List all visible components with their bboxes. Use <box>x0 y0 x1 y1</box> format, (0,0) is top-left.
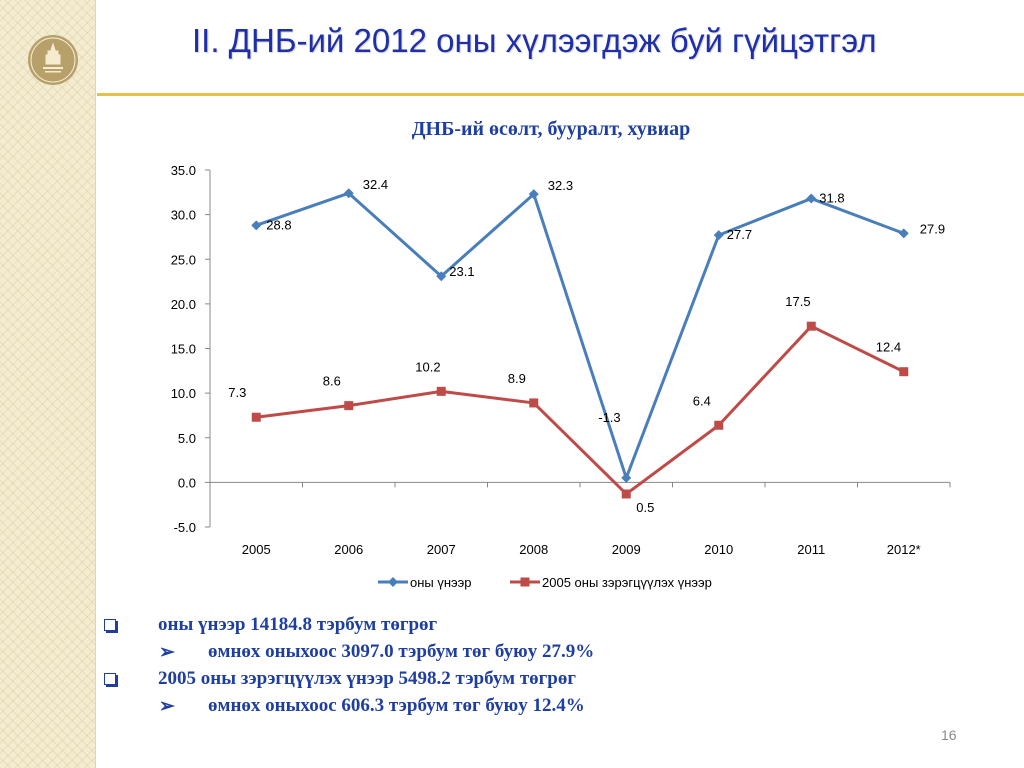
data-point <box>899 367 909 377</box>
data-point <box>806 321 816 331</box>
x-tick-label: 2010 <box>704 542 733 557</box>
data-label: 32.3 <box>548 178 573 193</box>
x-tick-label: 2009 <box>612 542 641 557</box>
data-point <box>621 489 631 499</box>
y-tick-label: 25.0 <box>171 252 196 267</box>
data-label: 28.8 <box>266 217 291 232</box>
data-label: 32.4 <box>363 177 388 192</box>
data-label: 0.5 <box>636 500 654 515</box>
data-label: 23.1 <box>449 264 474 279</box>
data-point <box>898 228 909 239</box>
data-point <box>529 398 539 408</box>
data-point <box>621 472 632 483</box>
gdp-line-chart: 35.0 30.0 25.0 20.0 15.0 10.0 5.0 0.0 -5.0 2005 20… <box>171 163 951 590</box>
statistics-logo <box>28 35 78 85</box>
legend-swatch-marker <box>520 577 530 587</box>
legend-label: 2005 оны зэрэгцүүлэх үнээр <box>542 575 712 590</box>
data-point <box>714 420 724 430</box>
legend-swatch-marker <box>388 577 398 587</box>
y-tick-label: 35.0 <box>171 163 196 178</box>
x-tick-label: 2007 <box>427 542 456 557</box>
y-tick-label: 10.0 <box>171 386 196 401</box>
data-label: 17.5 <box>785 294 810 309</box>
data-point <box>528 189 539 200</box>
title-underline <box>97 93 1024 96</box>
data-point <box>343 188 354 199</box>
bullet-text: өмнөх оныхоос 3097.0 тэрбум төг буюу 27.… <box>208 641 595 662</box>
x-tick-label: 2008 <box>519 542 548 557</box>
x-tick-label: 2012* <box>887 542 921 557</box>
data-point <box>436 271 447 282</box>
page-number: 16 <box>941 727 957 743</box>
y-tick-label: 15.0 <box>171 342 196 357</box>
data-label: 31.8 <box>819 191 844 206</box>
data-point <box>806 193 817 204</box>
checkbox-bullet-icon <box>104 668 116 691</box>
data-label: 8.6 <box>323 374 341 389</box>
series-line <box>256 324 905 496</box>
side-decor-panel <box>0 0 96 768</box>
data-label: 10.2 <box>415 359 440 374</box>
chart-title: ДНБ-ий өсөлт, бууралт, хувиар <box>411 118 691 140</box>
y-tick-label: 5.0 <box>178 431 196 446</box>
data-point <box>713 230 724 241</box>
x-tick-label: 2006 <box>334 542 363 557</box>
series-line <box>255 191 905 480</box>
page-title: II. ДНБ-ий 2012 оны хүлээгдэж буй гүйцэт… <box>192 22 877 59</box>
data-point <box>251 220 262 231</box>
data-label: 27.9 <box>920 221 945 236</box>
data-label: 12.4 <box>876 340 901 355</box>
data-label: 7.3 <box>228 385 246 400</box>
y-tick-label: -5.0 <box>174 520 196 535</box>
y-tick-label: 0.0 <box>178 475 196 490</box>
x-tick-label: 2005 <box>242 542 271 557</box>
data-label: 8.9 <box>508 371 526 386</box>
data-label: 27.7 <box>727 227 752 242</box>
arrow-bullet-icon: ➢ <box>159 642 175 663</box>
legend-label: оны үнээр <box>410 575 472 590</box>
data-point <box>251 412 261 422</box>
y-tick-label: 30.0 <box>171 208 196 223</box>
bullet-text: оны үнээр 14184.8 тэрбум төгрөг <box>158 614 438 635</box>
data-label: -1.3 <box>598 410 620 425</box>
bullet-text: өмнөх оныхоос 606.3 тэрбум төг буюу 12.4… <box>208 695 585 716</box>
checkbox-bullet-icon <box>104 614 116 637</box>
data-point <box>344 401 354 411</box>
x-tick-label: 2011 <box>797 542 825 557</box>
data-point <box>436 386 446 396</box>
bullet-text: 2005 оны зэрэгцүүлэх үнээр 5498.2 тэрбум… <box>158 668 576 689</box>
data-label: 6.4 <box>693 393 711 408</box>
arrow-bullet-icon: ➢ <box>159 696 175 717</box>
y-tick-label: 20.0 <box>171 297 196 312</box>
